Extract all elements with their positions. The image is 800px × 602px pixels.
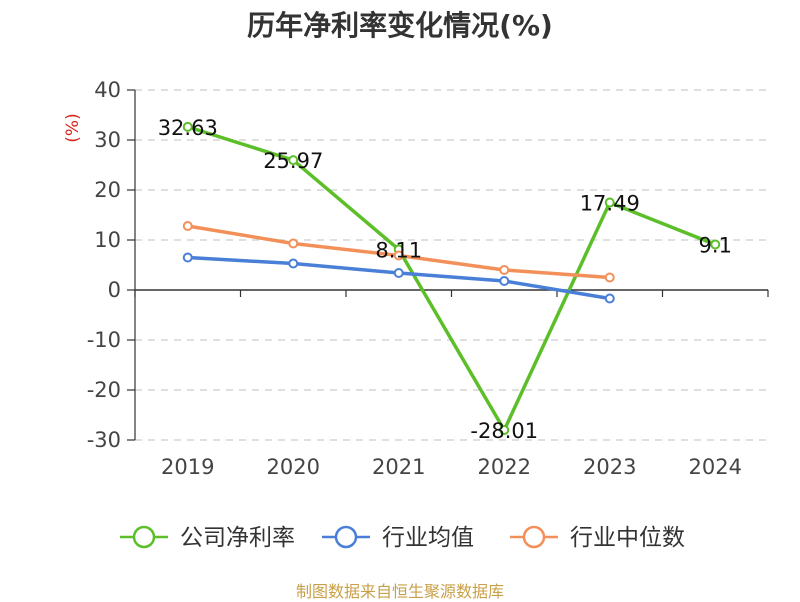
data-point	[499, 265, 510, 275]
y-tick-label: 30	[94, 128, 121, 152]
y-tick-label: 20	[94, 178, 121, 202]
y-tick-label: -30	[87, 428, 121, 452]
x-tick-label: 2022	[478, 455, 531, 479]
chart-title: 历年净利率变化情况(%)	[247, 9, 553, 42]
legend-label: 行业均值	[382, 525, 474, 551]
y-tick-label: 10	[94, 228, 121, 252]
legend-marker	[132, 525, 156, 549]
x-tick-label: 2024	[689, 455, 742, 479]
x-tick-label: 2023	[583, 455, 636, 479]
legend: 公司净利率 行业均值 行业中位数	[120, 525, 685, 551]
data-point	[604, 272, 615, 283]
source-note: 制图数据来自恒生聚源数据库	[295, 582, 504, 601]
grid-layer	[135, 89, 768, 441]
legend-marker	[334, 525, 358, 549]
data-label: -28.01	[470, 419, 538, 443]
x-tick-label: 2020	[267, 455, 320, 479]
axis-layer: 40 30 20 10 0 -10 -20 -30 2019 2020 2021 2022 2023 20…	[87, 78, 769, 479]
legend-item: 行业中位数	[510, 525, 685, 551]
y-tick-label: -10	[87, 328, 121, 352]
series-layer	[182, 121, 721, 436]
legend-label: 公司净利率	[180, 525, 295, 551]
label-layer: 32.63 25.97 8.11 -28.01 17.49 9.1	[158, 116, 732, 443]
x-tick-label: 2019	[161, 455, 214, 479]
legend-item: 公司净利率	[120, 525, 295, 551]
legend-item: 行业均值	[322, 525, 474, 551]
data-point	[182, 221, 193, 231]
data-point	[604, 293, 615, 304]
data-point	[710, 239, 721, 250]
y-axis-label: (%)	[63, 113, 83, 142]
data-label: 17.49	[580, 192, 640, 216]
y-tick-label: 0	[108, 278, 121, 302]
data-label: 8.11	[375, 238, 422, 262]
y-tick-label: 40	[94, 78, 121, 102]
data-point	[393, 250, 404, 261]
data-point	[288, 155, 299, 166]
data-label: 25.97	[263, 149, 323, 173]
data-point	[182, 252, 193, 263]
y-tick-label: -20	[87, 378, 121, 402]
data-point	[393, 268, 404, 278]
data-point	[288, 258, 299, 269]
data-point	[499, 425, 510, 436]
data-label: 9.1	[699, 234, 732, 258]
data-point	[288, 238, 299, 249]
data-label: 32.63	[158, 116, 218, 140]
data-point	[604, 197, 615, 208]
x-tick-label: 2021	[372, 455, 425, 479]
data-point	[499, 276, 510, 286]
legend-label: 行业中位数	[570, 525, 685, 551]
legend-marker	[522, 525, 546, 549]
data-point	[182, 121, 193, 132]
series-line-0	[187, 125, 716, 432]
